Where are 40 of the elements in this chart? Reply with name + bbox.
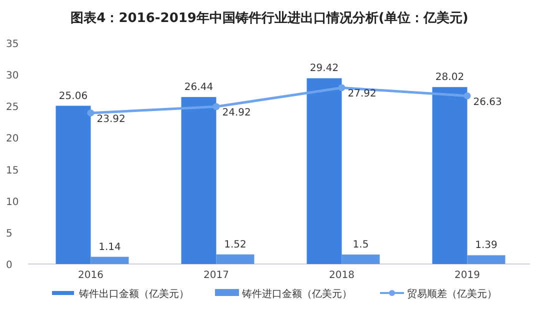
legend-label: 贸易顺差（亿美元）	[407, 288, 497, 300]
point	[212, 103, 220, 110]
data-label: 1.14	[98, 242, 121, 253]
data-label: 1.39	[475, 240, 498, 252]
data-label: 24.92	[222, 108, 251, 119]
bar	[56, 106, 91, 264]
bar	[181, 97, 216, 264]
point	[338, 84, 346, 92]
data-label: 1.5	[352, 240, 369, 251]
y-tick-label: 30	[6, 70, 19, 82]
bar	[306, 78, 342, 264]
bar	[342, 254, 380, 264]
legend-label: 铸件出口金额（亿美元）	[78, 288, 189, 300]
y-tick-label: 20	[6, 134, 19, 145]
data-label: 27.92	[348, 88, 376, 100]
data-label: 29.42	[310, 63, 339, 74]
data-label: 28.02	[435, 72, 464, 84]
point	[87, 109, 94, 116]
data-label: 26.44	[184, 82, 214, 94]
y-tick-label: 35	[6, 39, 19, 50]
bar	[90, 256, 129, 264]
data-label: 25.06	[58, 90, 88, 102]
y-tick-label: 25	[6, 102, 19, 114]
x-tick-label: 2018	[329, 270, 354, 281]
y-tick-label: 15	[6, 165, 19, 176]
x-tick-label: 2017	[204, 270, 229, 281]
data-label: 1.52	[224, 239, 246, 250]
x-tick-label: 2019	[454, 270, 480, 281]
y-tick-label: 0	[6, 260, 12, 271]
data-label: 23.92	[96, 114, 126, 125]
bar	[467, 255, 506, 264]
chart-title: 图表4：2016-2019年中国铸件行业进出口情况分析(单位：亿美元)	[70, 10, 468, 26]
y-tick-label: 5	[6, 228, 12, 240]
data-label: 26.63	[473, 96, 502, 108]
bar	[216, 254, 254, 264]
legend-label: 铸件进口金额（亿美元）	[241, 288, 352, 300]
y-tick-label: 10	[6, 196, 19, 208]
x-tick-label: 2016	[78, 270, 104, 281]
bar	[432, 87, 468, 264]
point	[464, 92, 471, 100]
